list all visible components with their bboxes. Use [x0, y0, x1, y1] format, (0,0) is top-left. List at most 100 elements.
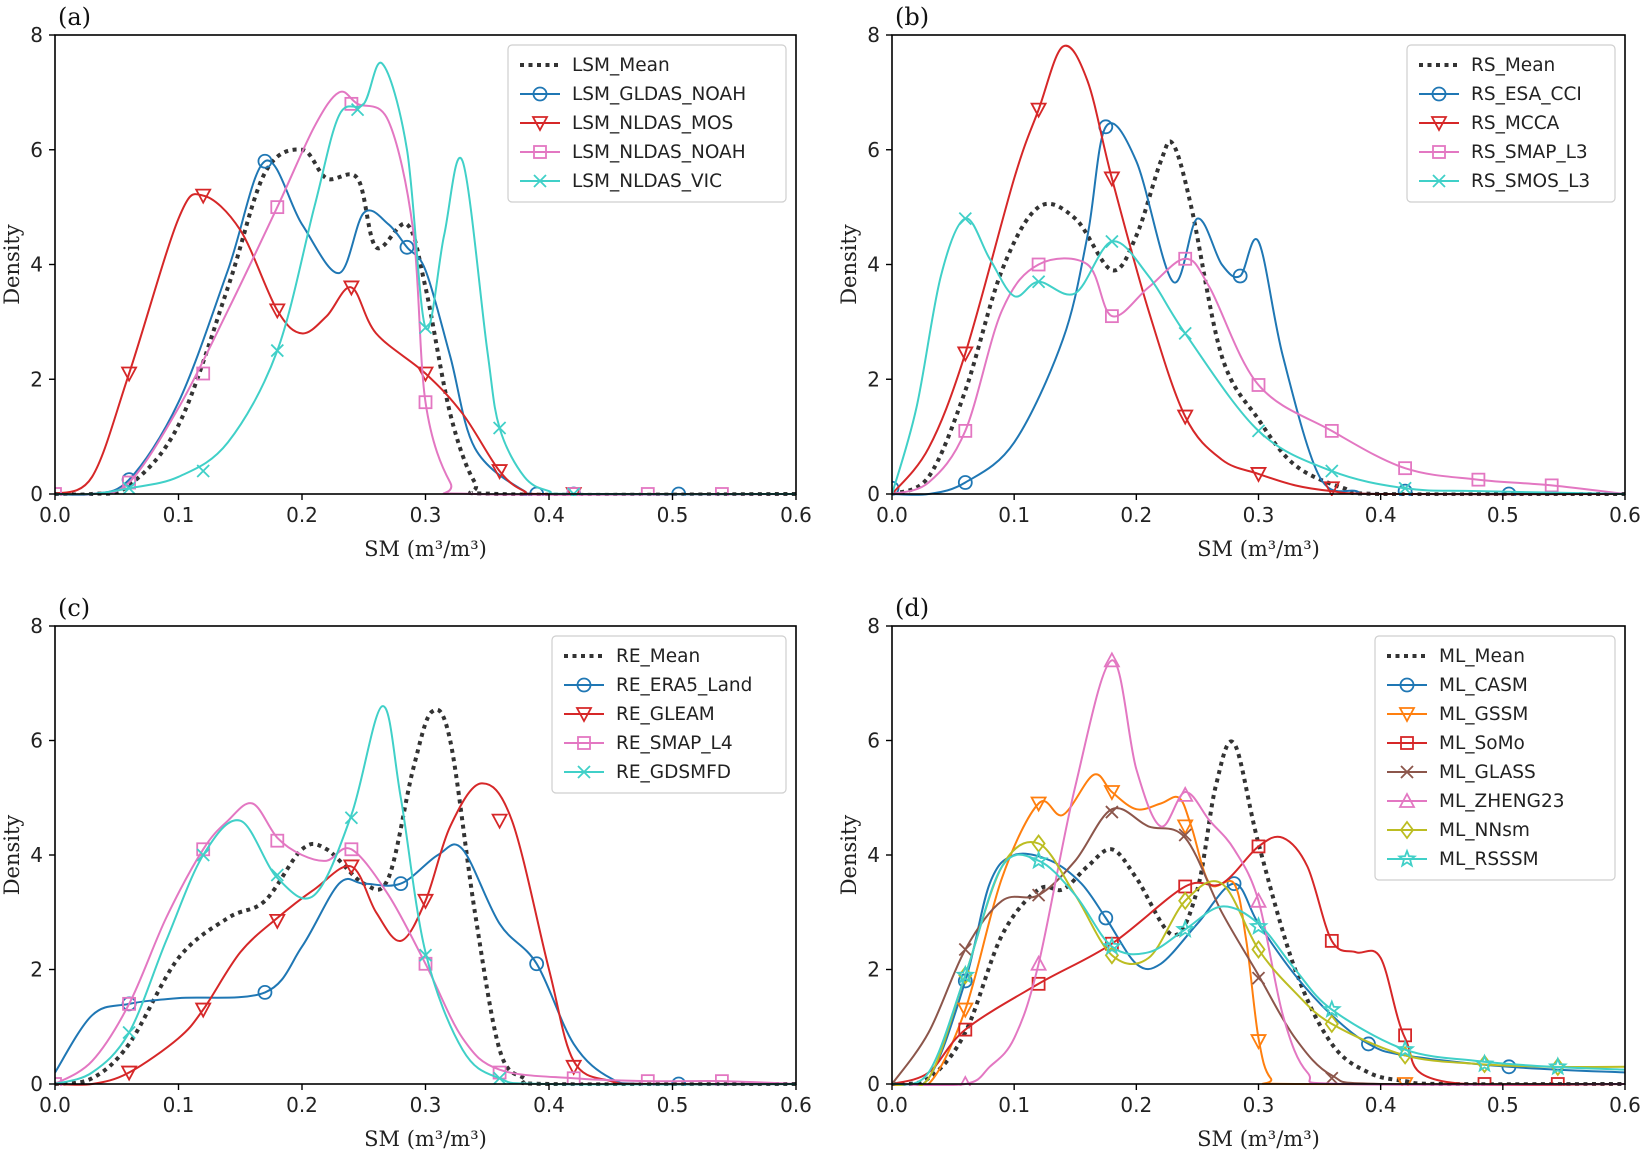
panel-b-y-tick-label: 0: [867, 482, 880, 506]
panel-d-marker-ml_zheng23-1: [1030, 954, 1048, 971]
panel-a-legend-marker-lsm_nldas_vic: [533, 174, 547, 188]
panel-b-x-tick-label: 0.4: [1365, 503, 1397, 527]
panel-a-marker-lsm_nldas_mos-2: [268, 303, 286, 320]
panel-d-marker-ml_glass-5: [1325, 1071, 1339, 1085]
panel-c-legend-label-re_era5_land: RE_ERA5_Land: [616, 675, 752, 696]
panel-c-marker-re_smap_l4-9: [715, 1074, 729, 1086]
panel-b-legend: RS_Mean RS_ESA_CCI RS_MCCA RS_SMAP_L3 RS_SMO…: [1406, 44, 1616, 203]
panel-c-x-axis-label: SM (m³/m³): [364, 1127, 487, 1151]
panel-d-series-line-ml_zheng23: [892, 659, 1625, 1086]
panel-d-marker-ml_casm-2: [1226, 876, 1242, 892]
panel-c-marker-re_smap_l4-4: [344, 842, 359, 857]
panel-b-y-tick-label: 4: [867, 253, 880, 277]
panel-d-series-line-ml_casm: [892, 852, 1625, 1086]
panel-a-legend-marker-lsm_gldas_noah: [532, 86, 548, 102]
panel-d-marker-ml_rsssm-2: [1101, 936, 1122, 956]
panel-b-marker-rs_smap_l3-7: [1471, 472, 1486, 487]
panel-b-marker-rs_smos_l3-5: [1325, 464, 1339, 478]
panel-b-x-tick-label: 0.5: [1487, 503, 1519, 527]
panel-b-marker-rs_smos_l3-0: [958, 211, 972, 226]
panel-c-legend-box: [551, 635, 787, 794]
panel-d-legend-marker-ml_rsssm: [1397, 848, 1417, 868]
panel-d-legend-box: [1374, 635, 1616, 881]
panel-c-marker-re_gleam-6: [565, 1059, 583, 1076]
panel-b-marker-rs_mcca-4: [1249, 467, 1268, 483]
panel-d-y-tick-label: 4: [867, 843, 880, 867]
panel-c-x-tick-label: 0.5: [657, 1093, 689, 1117]
panel-b-marker-rs_mcca-2: [1103, 171, 1121, 188]
panel-b-marker-rs_mcca-0: [956, 346, 974, 363]
panel-b-marker-rs_smap_l3-8: [1544, 478, 1559, 493]
panel-b-legend-marker-rs_smap_l3: [1432, 145, 1446, 159]
panel-a-legend-label-lsm_gldas_noah: LSM_GLDAS_NOAH: [572, 84, 746, 105]
panel-b-x-axis-label: SM (m³/m³): [1197, 537, 1320, 561]
panel-d-marker-ml_glass-4: [1251, 971, 1266, 985]
panel-a-x-tick-label: 0.6: [780, 503, 812, 527]
panel-d-legend-label-ml_zheng23: ML_ZHENG23: [1439, 791, 1565, 812]
panel-a-legend-box: [507, 44, 787, 203]
panel-b-series-line-rs_mean: [892, 139, 1625, 496]
panel-a-legend-label-lsm_nldas_vic: LSM_NLDAS_VIC: [572, 171, 722, 192]
panel-c-marker-re_gdsmfd-4: [418, 948, 433, 962]
panel-b-x-tick-label: 0.3: [1243, 503, 1275, 527]
panel-d-marker-ml_rsssm-7: [1474, 1053, 1495, 1073]
panel-b-marker-rs_mcca-5: [1323, 481, 1341, 496]
panel-d-legend-marker-ml_somo: [1400, 736, 1414, 750]
panel-c-y-tick-label: 8: [30, 614, 43, 638]
panel-d-y-tick-label: 6: [867, 729, 880, 753]
panel-d-panel-label: (d): [895, 594, 929, 622]
panel-a-x-tick-label: 0.2: [286, 503, 318, 527]
panel-d-x-tick-label: 0.0: [876, 1093, 908, 1117]
panel-b-series-line-rs_smos_l3: [892, 217, 1625, 495]
panel-d-marker-ml_casm-1: [1098, 910, 1114, 926]
panel-b-x-tick-label: 0.1: [998, 503, 1030, 527]
panel-d-x-tick-label: 0.4: [1365, 1093, 1397, 1117]
panel-c-marker-re_gdsmfd-2: [270, 868, 284, 882]
panel-d-x-tick-label: 0.5: [1487, 1093, 1519, 1117]
panel-c-marker-re_gleam-2: [268, 913, 286, 930]
panel-b-marker-rs_smap_l3-0: [958, 423, 973, 438]
panel-a-x-tick-label: 0.1: [163, 503, 195, 527]
panel-d-marker-ml_zheng23-2: [1103, 651, 1121, 668]
panel-a-marker-lsm_gldas_noah-2: [399, 239, 415, 255]
panel-d-legend-label-ml_glass: ML_GLASS: [1439, 762, 1536, 783]
panel-d-x-tick-label: 0.2: [1120, 1093, 1152, 1117]
panel-d-x-tick-label: 0.3: [1243, 1093, 1275, 1117]
panel-d-y-tick-label: 0: [867, 1072, 880, 1096]
panel-b-legend-box: [1406, 44, 1616, 203]
panel-d-marker-ml_somo-4: [1251, 839, 1266, 854]
panel-a-x-tick-label: 0.4: [533, 503, 565, 527]
panel-c-x-tick-label: 0.0: [39, 1093, 71, 1117]
panel-d-marker-ml_zheng23-4: [1249, 891, 1268, 908]
panel-d-series-line-ml_glass: [892, 807, 1625, 1086]
panel-b-legend-label-rs_mean: RS_Mean: [1471, 55, 1555, 76]
panel-c-x-tick-label: 0.1: [163, 1093, 195, 1117]
panel-c-x-tick-label: 0.6: [780, 1093, 812, 1117]
panel-c-y-tick-label: 4: [30, 843, 43, 867]
panel-c-marker-re_gdsmfd-1: [196, 848, 210, 862]
panel-a-y-tick-label: 0: [30, 482, 43, 506]
panel-c-legend-label-re_mean: RE_Mean: [616, 646, 700, 667]
panel-b-marker-rs_mcca-1: [1030, 102, 1048, 119]
panel-d-marker-ml_glass-3: [1178, 828, 1192, 842]
panel-d-marker-ml_rsssm-8: [1547, 1056, 1568, 1076]
panel-d-legend: ML_Mean ML_CASM ML_GSSM ML_SoMo ML_GLASS ML_Z…: [1374, 635, 1616, 881]
panel-c-marker-re_smap_l4-1: [122, 996, 136, 1011]
panel-c-series-line-re_gleam: [55, 782, 796, 1086]
panel-c-y-tick-label: 0: [30, 1072, 43, 1096]
panel-a-y-tick-label: 2: [30, 367, 43, 391]
panel-b-series-group: [892, 44, 1625, 496]
panel-d-legend-marker-ml_nnsm: [1399, 820, 1415, 840]
panel-b-marker-rs_smos_l3-1: [1031, 275, 1046, 289]
panel-b-chart: 0.0 0.1 0.2 0.3 0.4 0.5 0.6 0 2 4 6 8 SM (m³/m³) Dens…: [837, 3, 1641, 561]
panel-c-marker-re_gleam-0: [120, 1065, 138, 1082]
panel-d-marker-ml_gssm-1: [1030, 796, 1048, 813]
panel-c-marker-re_gleam-5: [491, 813, 509, 830]
panel-b-panel-label: (b): [895, 3, 929, 31]
panel-c-x-tick-label: 0.4: [533, 1093, 565, 1117]
panel-d-series-line-ml_rsssm: [892, 853, 1625, 1086]
panel-c-marker-re_era5_land-2: [393, 876, 409, 892]
panel-c-marker-re_gdsmfd-0: [122, 1025, 136, 1040]
panel-b-y-tick-label: 2: [867, 367, 880, 391]
panel-a-series-line-lsm_nldas_vic: [55, 61, 796, 496]
